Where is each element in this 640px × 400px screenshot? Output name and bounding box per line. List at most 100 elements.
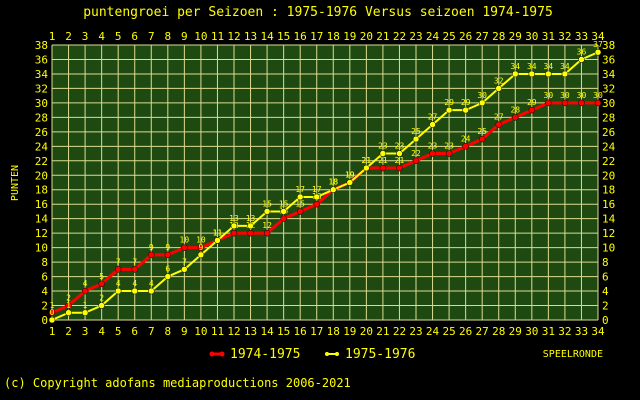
point-1974-1975-2 — [65, 302, 72, 309]
x-tick-label-top-6: 6 — [131, 30, 138, 43]
x-tick-label-top-11: 11 — [211, 30, 224, 43]
legend-marker-1975-1976-b — [335, 352, 339, 356]
x-tick-label-bottom-9: 9 — [181, 325, 188, 338]
point-1974-1975-17 — [313, 200, 320, 208]
x-tick-label-bottom-32: 32 — [558, 325, 571, 338]
data-label-1975-1976-1: 0 — [50, 308, 55, 317]
y-tick-label-left-24: 24 — [35, 140, 49, 153]
data-label-1975-1976-34: 37 — [593, 40, 603, 49]
point-1975-1976-1 — [48, 316, 56, 324]
x-tick-label-bottom-25: 25 — [442, 325, 455, 338]
data-label-1975-1976-2: 1 — [66, 301, 71, 310]
point-1974-1975-4 — [98, 280, 105, 288]
x-tick-label-top-29: 29 — [509, 30, 522, 43]
x-tick-label-top-10: 10 — [194, 30, 207, 43]
x-tick-label-top-8: 8 — [165, 30, 172, 43]
x-tick-label-top-15: 15 — [277, 30, 290, 43]
data-label-1974-1975-30: 29 — [527, 98, 537, 107]
data-label-1975-1976-27: 30 — [477, 91, 487, 100]
series-layer: 1245779910101112121214151618192121212223… — [48, 40, 603, 324]
y-tick-label-right-34: 34 — [602, 68, 616, 81]
x-tick-label-bottom-26: 26 — [459, 325, 472, 338]
data-label-1975-1976-19: 19 — [345, 171, 355, 180]
y-tick-label-right-2: 2 — [602, 300, 609, 313]
data-label-1974-1975-19: 19 — [345, 171, 355, 180]
series-line-1975-1976 — [51, 51, 599, 321]
data-label-1975-1976-5: 4 — [116, 279, 121, 288]
data-label-1975-1976-31: 34 — [544, 62, 554, 71]
y-tick-label-right-12: 12 — [602, 227, 615, 240]
data-label-1974-1975-21: 21 — [378, 156, 388, 165]
x-tick-label-top-2: 2 — [65, 30, 72, 43]
point-1975-1976-18 — [330, 186, 337, 193]
y-tick-label-left-20: 20 — [35, 169, 48, 182]
point-1975-1976-2 — [65, 309, 72, 317]
point-1974-1975-34 — [594, 99, 602, 107]
y-tick-label-left-8: 8 — [41, 256, 48, 269]
data-label-1974-1975-25: 23 — [444, 142, 454, 151]
point-1975-1976-29 — [512, 70, 519, 78]
x-tick-label-bottom-33: 33 — [575, 325, 588, 338]
y-tick-label-left-18: 18 — [35, 184, 48, 197]
grid — [51, 44, 599, 321]
point-1975-1976-28 — [495, 85, 502, 92]
y-tick-label-left-16: 16 — [35, 198, 48, 211]
y-tick-label-left-32: 32 — [35, 82, 48, 95]
point-1975-1976-16 — [296, 193, 304, 201]
y-tick-label-right-8: 8 — [602, 256, 609, 269]
x-tick-label-top-27: 27 — [476, 30, 489, 43]
y-tick-label-right-4: 4 — [602, 285, 609, 298]
data-label-1974-1975-23: 22 — [411, 149, 421, 158]
x-tick-label-bottom-15: 15 — [277, 325, 290, 338]
legend-item-1974-1975: 1974-1975 — [209, 347, 300, 362]
point-1975-1976-23 — [412, 135, 420, 143]
x-tick-label-bottom-28: 28 — [492, 325, 505, 338]
data-label-1975-1976-28: 32 — [494, 76, 504, 85]
data-label-1974-1975-1: 1 — [50, 301, 55, 310]
point-1974-1975-6 — [131, 266, 138, 273]
point-1975-1976-13 — [247, 222, 254, 230]
x-tick-label-bottom-21: 21 — [376, 325, 389, 338]
x-tick-label-bottom-11: 11 — [211, 325, 224, 338]
x-tick-label-top-28: 28 — [492, 30, 505, 43]
point-1974-1975-29 — [512, 114, 519, 121]
y-tick-label-left-2: 2 — [41, 300, 48, 313]
point-1975-1976-3 — [81, 309, 89, 317]
data-label-1974-1975-27: 25 — [477, 127, 487, 136]
data-label-1975-1976-18: 18 — [328, 178, 338, 187]
y-tick-label-left-10: 10 — [35, 242, 48, 255]
data-label-1974-1975-4: 5 — [99, 272, 104, 281]
x-tick-label-top-19: 19 — [343, 30, 356, 43]
x-tick-label-top-7: 7 — [148, 30, 155, 43]
series-line-1974-1975 — [51, 101, 598, 315]
data-label-1974-1975-22: 21 — [395, 156, 405, 165]
x-tick-label-bottom-20: 20 — [360, 325, 373, 338]
x-tick-label-bottom-31: 31 — [542, 325, 555, 338]
x-tick-label-top-33: 33 — [575, 30, 588, 43]
y-tick-label-right-28: 28 — [602, 111, 615, 124]
legend-marker-1974-1975-b — [219, 351, 225, 357]
x-tick-label-top-25: 25 — [442, 30, 455, 43]
data-label-1975-1976-20: 21 — [362, 156, 372, 165]
data-label-1975-1976-6: 4 — [132, 279, 137, 288]
data-label-1974-1975-5: 7 — [116, 257, 121, 266]
data-label-1974-1975-9: 10 — [180, 236, 190, 245]
point-1974-1975-31 — [545, 99, 552, 107]
y-tick-label-left-26: 26 — [35, 126, 48, 139]
x-tick-label-bottom-19: 19 — [343, 325, 356, 338]
point-1975-1976-10 — [197, 251, 205, 259]
x-tick-label-bottom-27: 27 — [476, 325, 489, 338]
data-label-1974-1975-20: 21 — [362, 156, 372, 165]
point-1974-1975-13 — [247, 229, 254, 237]
point-1975-1976-5 — [114, 287, 122, 295]
legend-label-1975-1976: 1975-1976 — [345, 347, 415, 362]
point-1974-1975-28 — [495, 121, 502, 128]
data-label-1975-1976-3: 1 — [83, 301, 88, 310]
point-1974-1975-30 — [528, 106, 536, 114]
data-label-1975-1976-21: 23 — [378, 142, 388, 151]
data-label-1975-1976-25: 29 — [444, 98, 454, 107]
data-label-1975-1976-22: 23 — [395, 142, 405, 151]
data-label-1975-1976-23: 25 — [411, 127, 421, 136]
x-tick-label-bottom-29: 29 — [509, 325, 522, 338]
